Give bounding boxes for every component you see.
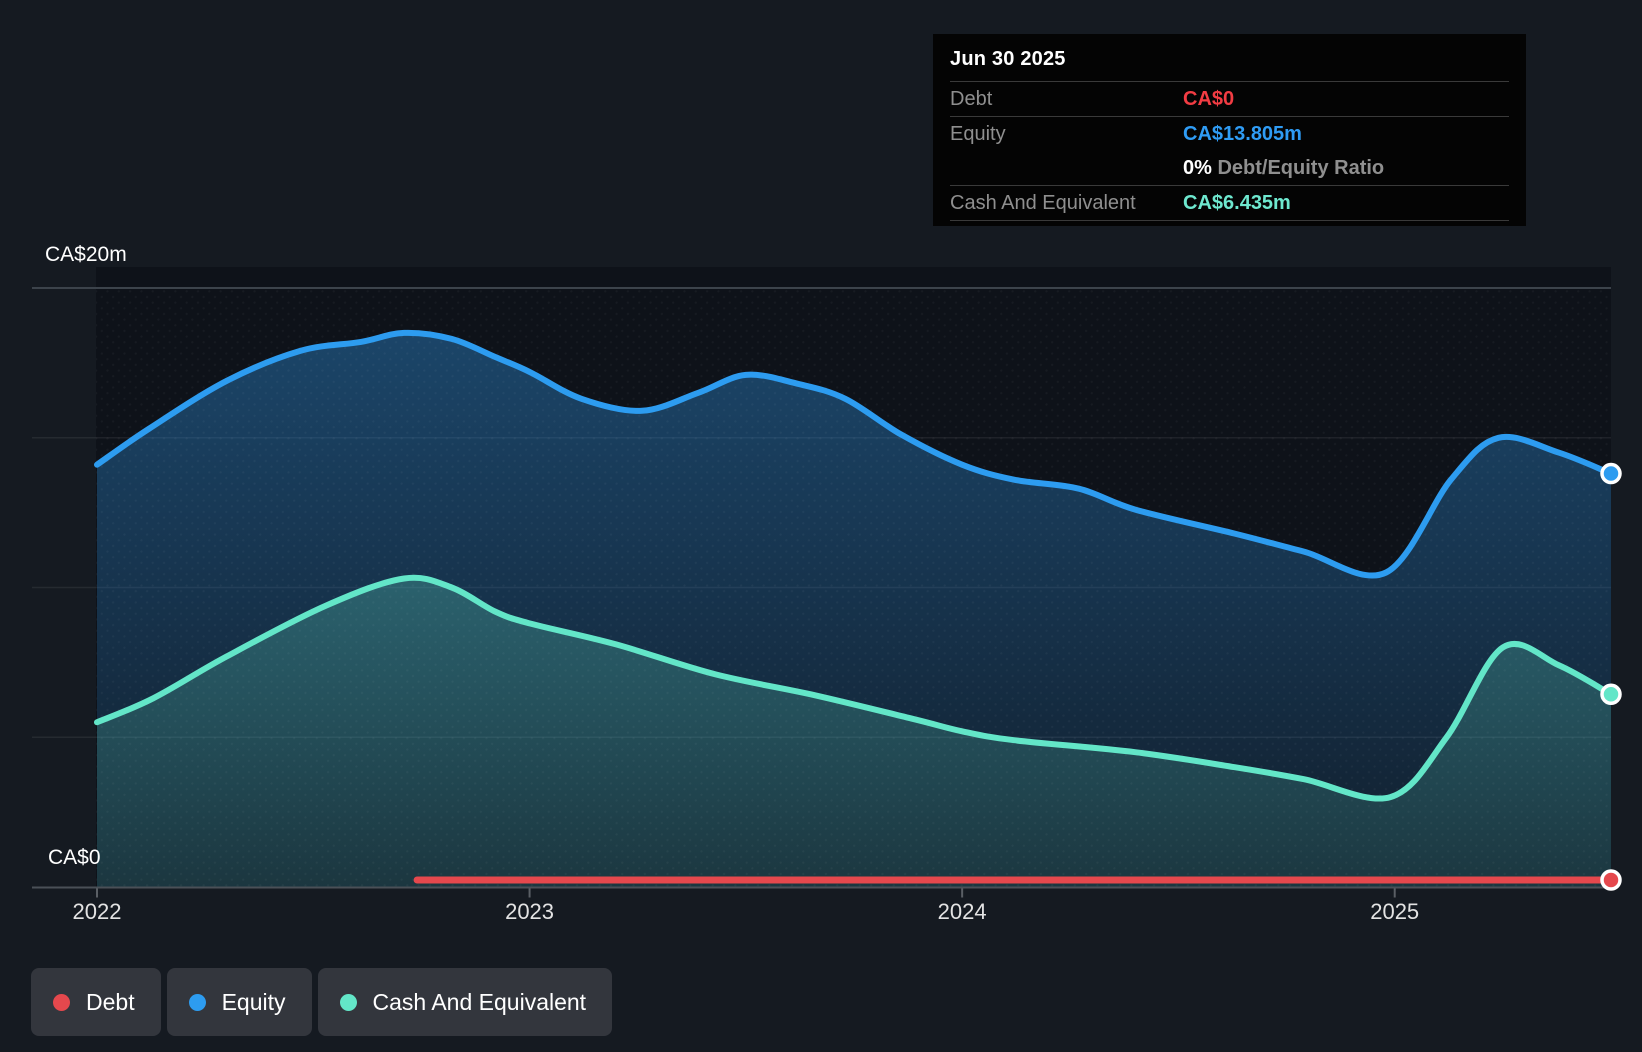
- x-tick-label-2022: 2022: [72, 899, 122, 924]
- tooltip-equity-label: Equity: [950, 122, 1006, 145]
- y-axis-bottom-label: CA$0: [48, 846, 101, 869]
- tooltip-row-equity: Equity CA$13.805m: [950, 116, 1509, 151]
- legend-cash-label: Cash And Equivalent: [372, 988, 587, 1015]
- cash-series-dot-icon: [339, 993, 357, 1011]
- x-tick-label-2025: 2025: [1370, 899, 1420, 924]
- tooltip-debt-value: CA$0: [1183, 87, 1235, 110]
- debt-end-marker[interactable]: [1600, 869, 1622, 891]
- equity-end-marker[interactable]: [1600, 462, 1622, 485]
- tooltip-debt-label: Debt: [950, 87, 993, 110]
- x-tick-label-2023: 2023: [505, 899, 555, 924]
- tooltip-row-ratio: 0% Debt/Equity Ratio: [950, 151, 1509, 185]
- tooltip-ratio-value: 0% Debt/Equity Ratio: [1183, 156, 1385, 179]
- tooltip-date: Jun 30 2025: [950, 48, 1066, 70]
- legend: Debt Equity Cash And Equivalent: [31, 968, 613, 1036]
- plot-dot-texture: [96, 288, 1611, 888]
- equity-series-dot-icon: [188, 993, 206, 1011]
- tooltip-row-cash: Cash And Equivalent CA$6.435m: [950, 185, 1509, 221]
- tooltip-cash-value: CA$6.435m: [1183, 191, 1291, 214]
- cash-end-marker[interactable]: [1600, 683, 1622, 706]
- tooltip-cash-label: Cash And Equivalent: [950, 191, 1136, 214]
- legend-equity-label: Equity: [221, 988, 286, 1015]
- y-axis-top-label: CA$20m: [45, 243, 127, 266]
- equity-line: [94, 329, 1614, 579]
- legend-item-cash[interactable]: Cash And Equivalent: [317, 968, 613, 1036]
- legend-debt-label: Debt: [86, 988, 135, 1015]
- legend-item-debt[interactable]: Debt: [31, 968, 161, 1036]
- debt-series-dot-icon: [53, 993, 70, 1011]
- data-tooltip: Jun 30 2025 Debt CA$0 Equity CA$13.805m …: [933, 34, 1526, 226]
- x-tick-label-2024: 2024: [937, 899, 987, 924]
- cash-line: [94, 574, 1614, 802]
- tooltip-row-debt: Debt CA$0: [950, 81, 1509, 116]
- tooltip-equity-value: CA$13.805m: [1183, 122, 1302, 145]
- legend-item-equity[interactable]: Equity: [166, 968, 312, 1036]
